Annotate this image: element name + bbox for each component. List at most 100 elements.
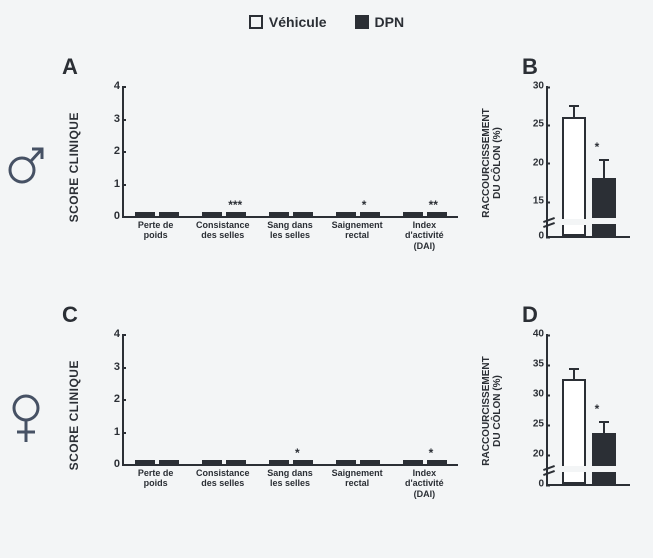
x-category-label: Indexd'activité(DAI) bbox=[393, 220, 455, 260]
ytick: 20 bbox=[526, 449, 544, 460]
chart-D: RACCOURCISSEMENTDU CÔLON (%) 02025303540… bbox=[514, 328, 634, 508]
significance-marker: *** bbox=[228, 198, 242, 212]
ytick: 30 bbox=[526, 389, 544, 400]
bar-group: * bbox=[330, 212, 386, 216]
bar-group bbox=[263, 212, 319, 216]
x-category-label: Consistancedes selles bbox=[192, 220, 254, 260]
ytick: 2 bbox=[102, 393, 120, 405]
chart-C: SCORE CLINIQUE ** 01234 Perte depoidsCon… bbox=[88, 328, 458, 508]
ytick: 35 bbox=[526, 359, 544, 370]
ytick: 25 bbox=[526, 419, 544, 430]
ytick: 30 bbox=[526, 81, 544, 92]
axis-break-icon bbox=[543, 219, 553, 229]
bars-B bbox=[548, 86, 630, 236]
xlabels-C: Perte depoidsConsistancedes sellesSang d… bbox=[122, 468, 458, 508]
bar-dpn bbox=[159, 212, 179, 216]
axis-break-icon bbox=[543, 467, 553, 477]
bar-vehicle bbox=[403, 460, 423, 464]
ytick: 25 bbox=[526, 119, 544, 130]
y-axis-label-B: RACCOURCISSEMENTDU CÔLON (%) bbox=[481, 108, 503, 217]
plot-C: ** 01234 bbox=[122, 334, 458, 466]
bar-dpn bbox=[226, 212, 246, 216]
x-category-label: Perte depoids bbox=[125, 468, 187, 508]
bar-dpn bbox=[293, 460, 313, 464]
x-category-label: Sang dansles selles bbox=[259, 468, 321, 508]
panel-label-B: B bbox=[522, 54, 538, 80]
bar-dpn bbox=[226, 460, 246, 464]
bar-dpn bbox=[159, 460, 179, 464]
bar-group bbox=[196, 460, 252, 464]
ytick: 20 bbox=[526, 157, 544, 168]
x-category-label: Perte depoids bbox=[125, 220, 187, 260]
bar-vehicle bbox=[336, 460, 356, 464]
y-axis-label-C: SCORE CLINIQUE bbox=[67, 360, 81, 470]
bar-vehicle bbox=[562, 117, 586, 236]
x-category-label: Indexd'activité(DAI) bbox=[393, 468, 455, 508]
plot-A: ****** 01234 bbox=[122, 86, 458, 218]
bar-vehicle bbox=[562, 379, 586, 484]
ytick: 15 bbox=[526, 196, 544, 207]
bars-D bbox=[548, 334, 630, 484]
ytick: 3 bbox=[102, 361, 120, 373]
ytick: 1 bbox=[102, 178, 120, 190]
x-category-label: Consistancedes selles bbox=[192, 468, 254, 508]
female-icon bbox=[6, 392, 46, 451]
bar-dpn bbox=[427, 212, 447, 216]
ytick: 0 bbox=[526, 231, 544, 242]
y-axis-label-A: SCORE CLINIQUE bbox=[67, 112, 81, 222]
significance-marker: * bbox=[595, 402, 600, 416]
bar-vehicle bbox=[336, 212, 356, 216]
xlabels-A: Perte depoidsConsistancedes sellesSang d… bbox=[122, 220, 458, 260]
plot-D: 02025303540* bbox=[546, 334, 630, 486]
bar-dpn bbox=[592, 178, 616, 236]
legend-vehicle: Véhicule bbox=[249, 14, 327, 30]
chart-A: SCORE CLINIQUE ****** 01234 Perte depoid… bbox=[88, 80, 458, 260]
x-category-label: Sang dansles selles bbox=[259, 220, 321, 260]
bar-dpn bbox=[293, 212, 313, 216]
bar-group: ** bbox=[397, 212, 453, 216]
male-icon bbox=[6, 140, 46, 193]
significance-marker: * bbox=[362, 198, 367, 212]
panel-label-A: A bbox=[62, 54, 78, 80]
ytick: 0 bbox=[102, 458, 120, 470]
ytick: 0 bbox=[102, 210, 120, 222]
bar-vehicle bbox=[135, 212, 155, 216]
bar-vehicle bbox=[403, 212, 423, 216]
bar-vehicle bbox=[135, 460, 155, 464]
bar-vehicle bbox=[202, 460, 222, 464]
x-category-label: Saignementrectal bbox=[326, 220, 388, 260]
bar-group bbox=[129, 212, 185, 216]
bar-dpn bbox=[592, 433, 616, 484]
plot-B: 015202530* bbox=[546, 86, 630, 238]
ytick: 1 bbox=[102, 426, 120, 438]
bar-group: * bbox=[397, 460, 453, 464]
bar-group: * bbox=[263, 460, 319, 464]
legend-swatch-dpn bbox=[355, 15, 369, 29]
ytick: 40 bbox=[526, 329, 544, 340]
significance-marker: * bbox=[595, 140, 600, 154]
bar-vehicle bbox=[269, 212, 289, 216]
panel-label-C: C bbox=[62, 302, 78, 328]
significance-marker: * bbox=[429, 446, 434, 460]
bar-vehicle bbox=[202, 212, 222, 216]
ytick: 4 bbox=[102, 328, 120, 340]
bar-dpn bbox=[360, 460, 380, 464]
bars-C: ** bbox=[124, 334, 458, 464]
ytick: 4 bbox=[102, 80, 120, 92]
y-axis-label-D: RACCOURCISSEMENTDU CÔLON (%) bbox=[481, 356, 503, 465]
legend-dpn: DPN bbox=[355, 14, 405, 30]
x-category-label: Saignementrectal bbox=[326, 468, 388, 508]
ytick: 0 bbox=[526, 479, 544, 490]
bar-group bbox=[330, 460, 386, 464]
chart-B: RACCOURCISSEMENTDU CÔLON (%) 015202530* bbox=[514, 80, 634, 260]
panel-label-D: D bbox=[522, 302, 538, 328]
bar-dpn bbox=[427, 460, 447, 464]
legend-swatch-vehicle bbox=[249, 15, 263, 29]
bars-A: ****** bbox=[124, 86, 458, 216]
ytick: 2 bbox=[102, 145, 120, 157]
bar-group bbox=[129, 460, 185, 464]
significance-marker: ** bbox=[429, 198, 438, 212]
bar-dpn bbox=[360, 212, 380, 216]
ytick: 3 bbox=[102, 113, 120, 125]
legend-label-dpn: DPN bbox=[375, 14, 405, 30]
